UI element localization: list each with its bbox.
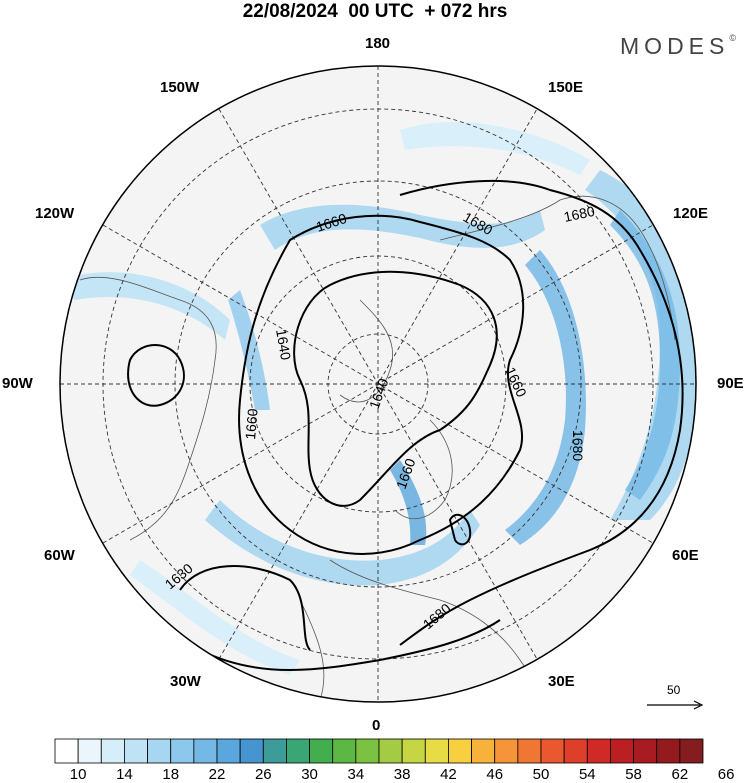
colorbar-swatch	[77, 738, 102, 764]
contour-label: 1640	[273, 328, 294, 362]
colorbar	[54, 738, 704, 764]
colorbar-swatch	[656, 738, 681, 764]
lon-label-120w: 120W	[35, 205, 75, 222]
colorbar-swatch	[170, 738, 195, 764]
colorbar-swatch	[563, 738, 588, 764]
lon-label-90e: 90E	[717, 375, 744, 392]
vector-reference-label: 50	[667, 683, 681, 697]
colorbar-tick-label: 54	[578, 766, 596, 783]
lon-label-30w: 30W	[170, 673, 201, 690]
colorbar-swatch	[286, 738, 310, 764]
colorbar-swatch	[355, 738, 380, 764]
contour-label: 1680	[562, 203, 596, 225]
colorbar-swatch	[494, 738, 519, 764]
colorbar-swatch	[610, 738, 634, 764]
colorbar-swatch	[517, 738, 542, 764]
colorbar-tick-label: 58	[625, 766, 642, 783]
lon-label-90w: 90W	[2, 375, 33, 392]
height-contours	[127, 179, 684, 671]
colorbar-tick-label: 66	[717, 766, 735, 783]
colorbar-swatch	[633, 738, 658, 764]
lon-label-180: 180	[365, 35, 391, 52]
graticule	[60, 66, 696, 702]
colorbar-tick-label: 22	[208, 766, 226, 783]
colorbar-swatch	[100, 738, 125, 764]
colorbar-swatch	[401, 738, 426, 764]
colorbar-swatch	[378, 738, 403, 764]
colorbar-tick-label: 50	[532, 766, 550, 783]
map-border	[59, 65, 697, 703]
colorbar-tick-label: 46	[486, 766, 504, 783]
colorbar-tick-label: 10	[69, 766, 87, 783]
colorbar-tick-label: 34	[347, 766, 365, 783]
colorbar-swatch	[54, 738, 79, 764]
colorbar-tick-label: 42	[440, 766, 457, 783]
colorbar-swatch	[147, 738, 172, 764]
lon-label-0: 0	[372, 717, 381, 734]
colorbar-swatch	[424, 738, 449, 764]
colorbar-tick-label: 62	[671, 766, 689, 783]
colorbar-swatch	[448, 738, 472, 764]
colorbar-tick-label: 18	[162, 766, 180, 783]
colorbar-swatch	[471, 738, 496, 764]
colorbar-swatch	[332, 738, 357, 764]
vector-reference-arrow	[647, 700, 704, 710]
brand-logo: MODES©	[620, 33, 736, 59]
coastlines	[79, 195, 681, 701]
lon-label-60w: 60W	[44, 547, 75, 564]
colorbar-tick-label: 30	[301, 766, 318, 783]
lon-label-150w: 150W	[160, 79, 200, 96]
colorbar-tick-label: 38	[393, 766, 411, 783]
colorbar-swatch	[216, 738, 241, 764]
colorbar-swatch	[540, 738, 565, 764]
colorbar-swatch	[309, 738, 334, 764]
lon-label-120e: 120E	[673, 205, 709, 222]
contour-label: 1680	[570, 430, 586, 461]
colorbar-swatch	[239, 738, 264, 764]
colorbar-swatch	[679, 738, 704, 764]
colorbar-tick-label: 26	[254, 766, 272, 783]
colorbar-swatch	[262, 738, 287, 764]
colorbar-tick-label: 14	[116, 766, 133, 783]
colorbar-swatch	[124, 738, 148, 764]
colorbar-swatch	[586, 738, 611, 764]
lon-label-30e: 30E	[548, 673, 575, 690]
contour-label: 1660	[242, 408, 261, 441]
colorbar-swatch	[193, 738, 218, 764]
map-title: 22/08/2024 00 UTC + 072 hrs	[242, 1, 508, 22]
lon-label-60e: 60E	[672, 547, 699, 564]
lon-label-150e: 150E	[548, 79, 584, 96]
